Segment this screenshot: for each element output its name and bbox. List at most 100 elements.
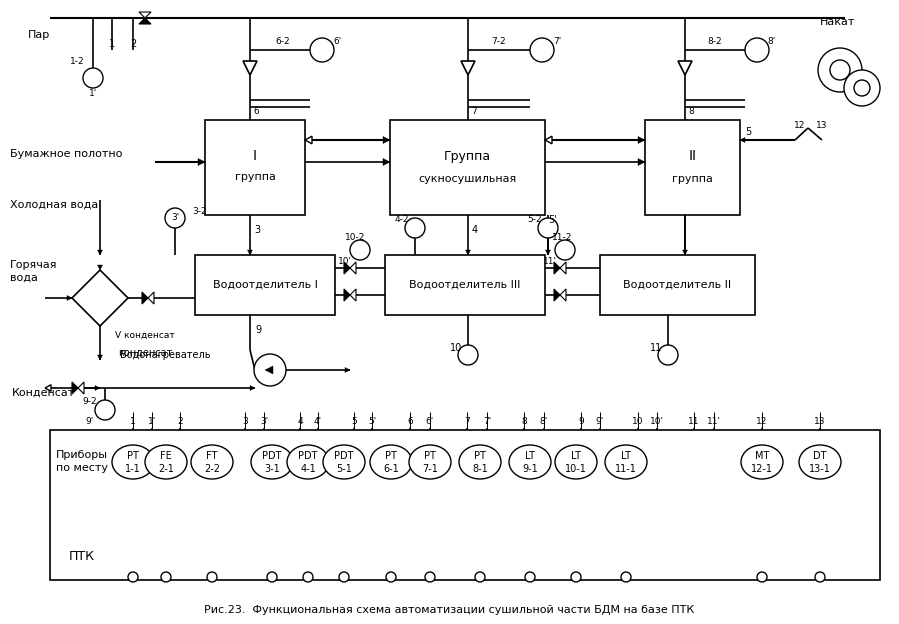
Text: 7: 7 bbox=[471, 107, 476, 117]
Polygon shape bbox=[250, 386, 255, 391]
Text: V конденсат: V конденсат bbox=[115, 331, 174, 339]
Polygon shape bbox=[305, 136, 312, 144]
Text: 5: 5 bbox=[745, 127, 752, 137]
Text: группа: группа bbox=[672, 174, 713, 184]
Polygon shape bbox=[345, 368, 350, 373]
Polygon shape bbox=[682, 250, 688, 255]
Text: 9': 9' bbox=[596, 417, 604, 426]
Circle shape bbox=[621, 572, 631, 582]
Text: PDT: PDT bbox=[263, 451, 281, 461]
Text: 2-1: 2-1 bbox=[158, 464, 174, 474]
Circle shape bbox=[815, 572, 825, 582]
Text: Конденсат: Конденсат bbox=[12, 388, 76, 398]
Text: 11-1: 11-1 bbox=[615, 464, 636, 474]
Polygon shape bbox=[678, 61, 692, 75]
Circle shape bbox=[386, 572, 396, 582]
Text: PT: PT bbox=[385, 451, 397, 461]
Text: 10: 10 bbox=[450, 343, 462, 353]
Text: 9': 9' bbox=[86, 417, 94, 426]
Text: 6-1: 6-1 bbox=[383, 464, 399, 474]
Circle shape bbox=[350, 240, 370, 260]
Text: 7': 7' bbox=[483, 417, 491, 426]
Text: 8': 8' bbox=[768, 37, 776, 47]
Ellipse shape bbox=[112, 445, 154, 479]
Polygon shape bbox=[265, 366, 273, 374]
Text: Приборы: Приборы bbox=[56, 450, 108, 460]
Polygon shape bbox=[466, 250, 470, 255]
Text: PT: PT bbox=[474, 451, 486, 461]
Polygon shape bbox=[139, 12, 151, 18]
Text: FE: FE bbox=[160, 451, 172, 461]
Text: 12: 12 bbox=[795, 120, 806, 130]
Circle shape bbox=[530, 38, 554, 62]
Circle shape bbox=[161, 572, 171, 582]
Text: 13-1: 13-1 bbox=[809, 464, 831, 474]
Text: 11: 11 bbox=[689, 417, 699, 426]
Text: 4: 4 bbox=[472, 225, 478, 235]
Text: 9-1: 9-1 bbox=[522, 464, 538, 474]
Circle shape bbox=[525, 572, 535, 582]
Circle shape bbox=[207, 572, 217, 582]
Text: Рис.23.  Функциональная схема автоматизации сушильной части БДМ на базе ПТК: Рис.23. Функциональная схема автоматизац… bbox=[204, 605, 694, 615]
Circle shape bbox=[425, 572, 435, 582]
Text: II: II bbox=[689, 149, 697, 163]
Text: FT: FT bbox=[206, 451, 218, 461]
Text: 6': 6' bbox=[334, 37, 343, 47]
Text: 3: 3 bbox=[242, 417, 248, 426]
Circle shape bbox=[310, 38, 334, 62]
Text: группа: группа bbox=[235, 172, 275, 182]
Polygon shape bbox=[560, 262, 566, 274]
Circle shape bbox=[95, 400, 115, 420]
Text: PT: PT bbox=[127, 451, 139, 461]
Text: 7-1: 7-1 bbox=[422, 464, 438, 474]
Text: 6: 6 bbox=[407, 417, 413, 426]
Text: Холодная вода: Холодная вода bbox=[10, 200, 98, 210]
Polygon shape bbox=[638, 158, 645, 165]
Bar bbox=[390, 120, 545, 215]
Text: LT: LT bbox=[571, 451, 581, 461]
Text: Группа: Группа bbox=[444, 150, 491, 163]
Polygon shape bbox=[344, 289, 350, 301]
Text: Водоотделитель II: Водоотделитель II bbox=[623, 280, 732, 290]
Circle shape bbox=[128, 572, 138, 582]
Text: 5': 5' bbox=[548, 215, 556, 225]
Text: 3': 3' bbox=[171, 213, 179, 223]
Text: 7': 7' bbox=[553, 37, 561, 47]
Ellipse shape bbox=[251, 445, 293, 479]
Text: 5-2: 5-2 bbox=[528, 215, 542, 225]
Text: 13: 13 bbox=[814, 417, 826, 426]
Text: 11': 11' bbox=[543, 258, 557, 266]
Text: 11-2: 11-2 bbox=[552, 233, 572, 243]
Circle shape bbox=[757, 572, 767, 582]
Text: 1': 1' bbox=[89, 89, 97, 97]
Text: 8-1: 8-1 bbox=[472, 464, 488, 474]
Polygon shape bbox=[638, 137, 645, 144]
Bar bbox=[195, 255, 335, 315]
Text: 6: 6 bbox=[253, 107, 259, 117]
Text: 5-1: 5-1 bbox=[336, 464, 352, 474]
Text: 6': 6' bbox=[426, 417, 434, 426]
Polygon shape bbox=[45, 385, 51, 391]
Text: 5: 5 bbox=[352, 417, 357, 426]
Polygon shape bbox=[97, 355, 102, 360]
Ellipse shape bbox=[799, 445, 841, 479]
Text: 4-2: 4-2 bbox=[395, 215, 409, 225]
Ellipse shape bbox=[741, 445, 783, 479]
Ellipse shape bbox=[370, 445, 412, 479]
Text: 12-1: 12-1 bbox=[751, 464, 773, 474]
Circle shape bbox=[745, 38, 769, 62]
Text: 2: 2 bbox=[177, 417, 182, 426]
Circle shape bbox=[267, 572, 277, 582]
Polygon shape bbox=[97, 250, 102, 255]
Text: 13: 13 bbox=[816, 120, 828, 130]
Polygon shape bbox=[78, 382, 84, 394]
Text: MT: MT bbox=[755, 451, 770, 461]
Polygon shape bbox=[142, 292, 148, 304]
Circle shape bbox=[854, 80, 870, 96]
Circle shape bbox=[405, 218, 425, 238]
Polygon shape bbox=[148, 292, 154, 304]
Polygon shape bbox=[350, 289, 356, 301]
Text: 3': 3' bbox=[260, 417, 268, 426]
Text: Водонагреватель: Водонагреватель bbox=[120, 350, 210, 360]
Text: 12: 12 bbox=[756, 417, 768, 426]
